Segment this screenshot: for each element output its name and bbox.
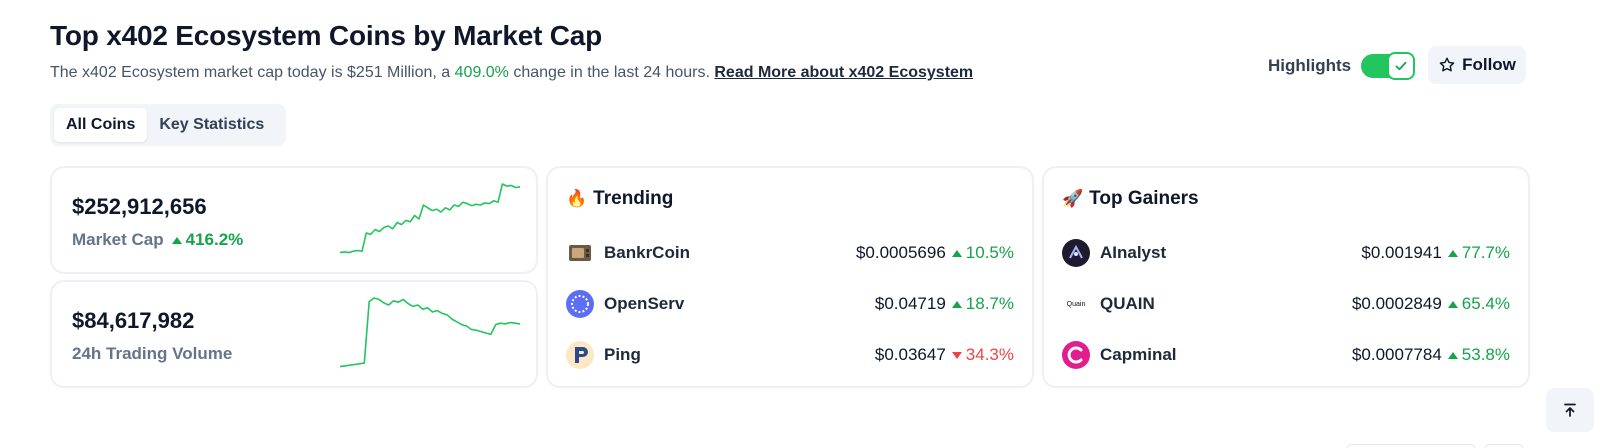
coin-price: $0.03647	[874, 345, 946, 364]
volume-sparkline-line	[339, 297, 521, 368]
subtitle-change: 409.0%	[454, 64, 509, 81]
trending-title: Trending	[593, 188, 674, 209]
bankr-logo-icon	[566, 239, 594, 267]
subtitle-text-pre: The x402 Ecosystem market cap today is $…	[50, 64, 455, 81]
coin-price: $0.0007784	[1351, 345, 1442, 364]
coin-change-value: 77.7%	[1461, 243, 1510, 262]
openserv-logo-icon	[566, 290, 594, 318]
coin-change: 34.3%	[951, 345, 1014, 365]
top-gainers-card: 🚀 Top Gainers AInalyst $0.001941 77.7% Q…	[1042, 166, 1530, 388]
coin-name: QUAIN	[1100, 294, 1155, 313]
read-more-link[interactable]: Read More about x402 Ecosystem	[714, 64, 974, 81]
market-cap-change-value: 416.2%	[185, 230, 244, 249]
coin-change: 18.7%	[951, 294, 1014, 314]
pagination-fragment	[1346, 444, 1476, 448]
trending-coin-row[interactable]: Ping $0.03647 34.3%	[566, 338, 1014, 372]
pagination-fragment	[1484, 444, 1524, 448]
triangle-up-icon	[171, 236, 182, 244]
toggle-knob	[1387, 52, 1416, 80]
volume-sparkline	[339, 297, 521, 368]
highlights-control: Highlights	[1268, 52, 1416, 80]
view-tabs: All Coins Key Statistics	[50, 104, 286, 146]
follow-button[interactable]: Follow	[1428, 46, 1526, 84]
triangle-up-icon	[1447, 300, 1458, 308]
coin-change: 10.5%	[951, 243, 1014, 263]
triangle-up-icon	[1447, 249, 1458, 257]
gainers-title: Top Gainers	[1089, 188, 1199, 209]
volume-value: $84,617,982	[72, 308, 195, 333]
coin-name: AInalyst	[1100, 243, 1167, 262]
coin-name: OpenServ	[604, 294, 685, 313]
coin-change-value: 53.8%	[1461, 345, 1510, 364]
back-to-top-button[interactable]	[1546, 388, 1594, 432]
gainers-title-row: 🚀 Top Gainers	[1062, 188, 1199, 210]
ainalyst-logo-icon	[1062, 239, 1090, 267]
rocket-icon: 🚀	[1062, 189, 1084, 208]
coin-price: $0.0002849	[1351, 294, 1442, 313]
triangle-up-icon	[1447, 351, 1458, 359]
triangle-up-icon	[951, 300, 962, 308]
market-cap-sparkline	[339, 183, 521, 254]
page-title: Top x402 Ecosystem Coins by Market Cap	[50, 20, 603, 51]
gainers-coin-row[interactable]: Quain QUAIN $0.0002849 65.4%	[1062, 287, 1510, 321]
coin-change-value: 34.3%	[965, 345, 1014, 364]
coin-change-value: 10.5%	[965, 243, 1014, 262]
coin-change: 65.4%	[1447, 294, 1510, 314]
market-cap-value: $252,912,656	[72, 194, 207, 219]
coin-name: BankrCoin	[604, 243, 690, 262]
check-icon	[1395, 61, 1407, 71]
trending-coin-row[interactable]: BankrCoin $0.0005696 10.5%	[566, 236, 1014, 270]
coin-name: Capminal	[1100, 345, 1177, 364]
market-cap-card: $252,912,656 Market Cap 416.2%	[50, 166, 538, 274]
volume-card: $84,617,982 24h Trading Volume	[50, 280, 538, 388]
market-cap-sparkline-line	[339, 183, 521, 254]
tab-all-coins[interactable]: All Coins	[54, 108, 148, 142]
tab-key-statistics[interactable]: Key Statistics	[159, 116, 265, 133]
highlights-toggle[interactable]	[1361, 52, 1416, 80]
triangle-up-icon	[951, 249, 962, 257]
trending-title-row: 🔥 Trending	[566, 188, 673, 210]
subtitle-text-post: change in the last 24 hours.	[508, 64, 715, 81]
coin-change-value: 18.7%	[965, 294, 1014, 313]
gainers-coin-row[interactable]: Capminal $0.0007784 53.8%	[1062, 338, 1510, 372]
arrow-up-to-line-icon	[1564, 403, 1576, 417]
star-icon	[1439, 57, 1455, 72]
coin-name: Ping	[604, 345, 641, 364]
quain-logo-icon: Quain	[1062, 290, 1090, 318]
quain-logo-text: Quain	[1066, 300, 1086, 308]
triangle-down-icon	[951, 351, 962, 359]
highlights-label: Highlights	[1268, 56, 1352, 75]
capminal-logo-icon	[1062, 341, 1090, 369]
page-subtitle: The x402 Ecosystem market cap today is $…	[50, 64, 973, 82]
follow-label: Follow	[1462, 55, 1516, 74]
trending-card: 🔥 Trending BankrCoin $0.0005696 10.5% Op…	[546, 166, 1034, 388]
coin-price: $0.04719	[874, 294, 946, 313]
coin-price: $0.001941	[1361, 243, 1442, 262]
coin-price: $0.0005696	[855, 243, 946, 262]
ping-logo-icon	[566, 341, 594, 369]
market-cap-change: 416.2%	[171, 230, 244, 250]
gainers-coin-row[interactable]: AInalyst $0.001941 77.7%	[1062, 236, 1510, 270]
coin-change: 53.8%	[1447, 345, 1510, 365]
coin-change-value: 65.4%	[1461, 294, 1510, 313]
market-cap-label-row: Market Cap 416.2%	[72, 230, 243, 250]
coin-change: 77.7%	[1447, 243, 1510, 263]
trending-coin-row[interactable]: OpenServ $0.04719 18.7%	[566, 287, 1014, 321]
fire-icon: 🔥	[566, 189, 588, 208]
volume-label: 24h Trading Volume	[72, 344, 233, 363]
market-cap-label: Market Cap	[72, 230, 164, 249]
